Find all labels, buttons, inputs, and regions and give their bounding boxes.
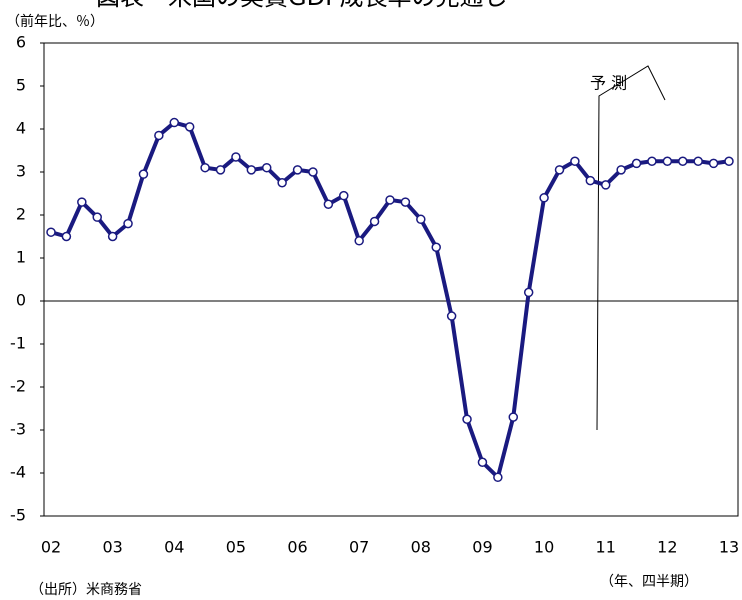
point <box>508 412 519 422</box>
point <box>400 197 411 207</box>
point <box>523 287 534 298</box>
y-tick-label: 4 <box>16 119 26 138</box>
y-tick-label: 3 <box>16 162 26 181</box>
x-axis-label: （年、四半期） <box>600 574 698 590</box>
x-tick-label: 06 <box>287 538 307 557</box>
line-series <box>50 120 730 480</box>
point <box>277 178 287 188</box>
point <box>570 156 580 166</box>
point <box>138 169 149 179</box>
point <box>631 158 642 169</box>
point <box>231 152 241 162</box>
x-tick-label: 02 <box>41 538 61 557</box>
point <box>431 242 441 252</box>
point <box>92 212 102 222</box>
point <box>354 236 364 246</box>
y-tick-label: 1 <box>16 248 26 267</box>
point <box>462 414 472 424</box>
forecast-marker <box>596 65 666 431</box>
y-tick-label: 5 <box>16 76 26 95</box>
point <box>339 190 349 201</box>
point <box>724 156 734 166</box>
point <box>385 195 395 205</box>
point <box>662 156 673 166</box>
point <box>323 199 334 209</box>
y-tick-label: -4 <box>10 463 26 482</box>
y-tick-label: -3 <box>10 420 26 439</box>
x-tick-label: 05 <box>226 538 246 557</box>
point <box>169 117 180 128</box>
y-tick-label: -2 <box>10 377 26 396</box>
point <box>446 311 457 321</box>
point <box>678 156 688 166</box>
x-tick-label: 13 <box>719 538 739 557</box>
point <box>292 165 303 175</box>
point <box>261 162 272 173</box>
point <box>493 472 503 483</box>
point <box>585 175 596 186</box>
point <box>246 165 257 175</box>
annotation: 予 測 <box>590 74 627 93</box>
y-tick-label: 2 <box>16 205 26 224</box>
point <box>123 218 133 229</box>
point <box>308 167 318 177</box>
point <box>215 165 226 175</box>
point <box>554 165 565 175</box>
point <box>539 193 549 203</box>
point <box>200 162 210 173</box>
x-tick-label: 10 <box>534 538 554 557</box>
point <box>708 158 719 169</box>
source: （出所）米商務省 <box>30 582 142 598</box>
x-tick-label: 08 <box>411 538 431 557</box>
point <box>369 216 380 227</box>
x-tick-label: 12 <box>657 538 677 557</box>
point <box>647 156 657 166</box>
y-tick-label: -1 <box>10 334 26 353</box>
point <box>77 197 87 207</box>
y-tick-label: 6 <box>16 33 26 52</box>
point <box>416 214 426 225</box>
x-tick-label: 07 <box>349 538 369 557</box>
point <box>61 231 72 242</box>
point <box>477 457 488 467</box>
x-tick-label: 09 <box>472 538 492 557</box>
x-tick-label: 04 <box>164 538 184 557</box>
point <box>600 180 611 190</box>
y-tick-label: 0 <box>16 291 26 310</box>
point <box>616 165 626 175</box>
x-tick-label: 11 <box>596 538 616 557</box>
point <box>154 130 164 141</box>
plot-frame <box>43 42 739 517</box>
point <box>184 122 195 132</box>
point <box>46 227 56 237</box>
y-tick-label: -5 <box>10 506 26 525</box>
x-tick-label: 03 <box>102 538 122 557</box>
point <box>107 231 118 242</box>
point <box>693 156 703 166</box>
chart-title: 図表 米国の実質GDP成長率の見通し <box>96 0 508 11</box>
y-axis-label: （前年比、％） <box>6 13 104 30</box>
